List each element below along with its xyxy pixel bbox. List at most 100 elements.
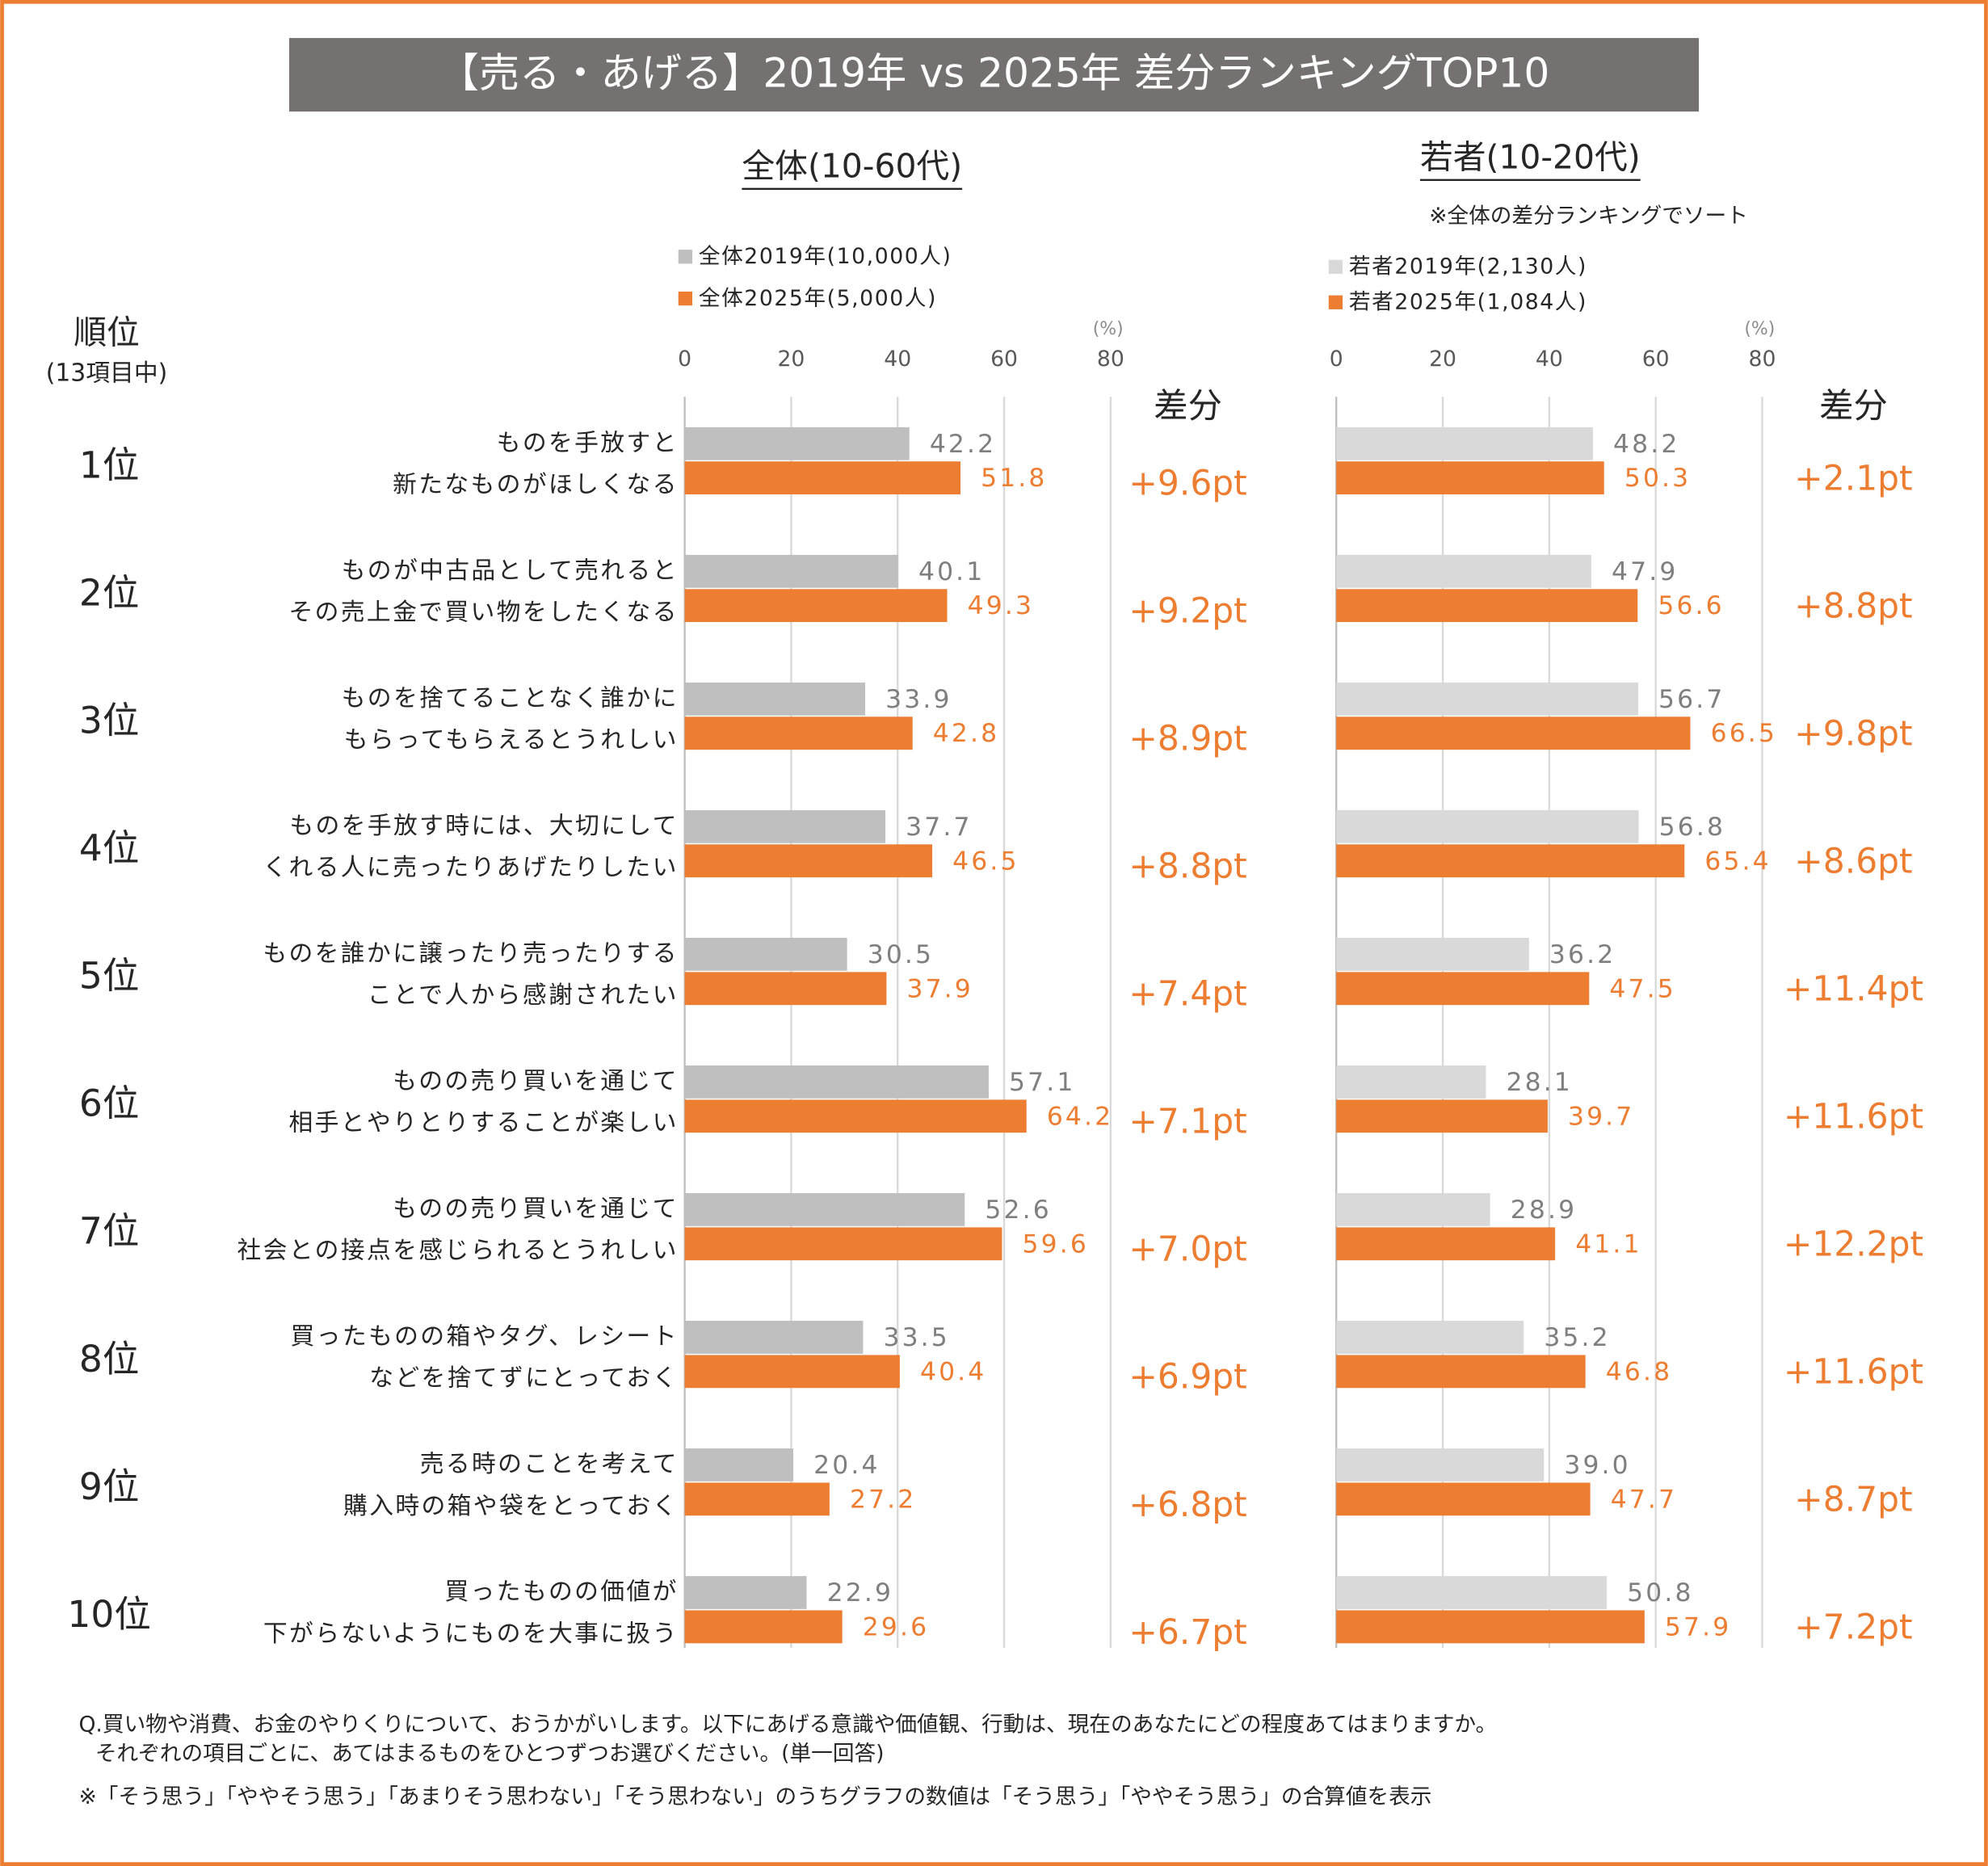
bar — [684, 1610, 843, 1644]
value-label: 56.8 — [1659, 813, 1725, 842]
rank-label: 6位 — [79, 1082, 139, 1125]
diff-label: +9.6pt — [1128, 464, 1246, 503]
rank-label: 7位 — [79, 1210, 139, 1253]
bar — [684, 682, 866, 716]
bar — [684, 1227, 1002, 1261]
bar — [684, 461, 961, 495]
value-label: 57.1 — [1009, 1068, 1075, 1097]
value-label: 50.3 — [1624, 464, 1691, 493]
bar — [684, 809, 886, 843]
category-label: 新たなものがほしくなる — [393, 471, 679, 499]
legend-label: 若者2019年(2,130人) — [1349, 254, 1587, 279]
legend-swatch — [678, 291, 693, 306]
value-label: 56.7 — [1658, 685, 1725, 714]
diff-header: 差分 — [1154, 386, 1222, 426]
legend-swatch — [678, 250, 693, 264]
diff-label: +8.8pt — [1794, 586, 1912, 625]
bar — [684, 1448, 794, 1481]
value-label: 39.7 — [1568, 1102, 1634, 1131]
diff-label: +9.2pt — [1128, 591, 1246, 631]
value-label: 40.1 — [918, 557, 985, 586]
value-label: 28.1 — [1507, 1068, 1573, 1097]
bar — [1336, 461, 1604, 495]
value-label: 37.7 — [906, 813, 972, 842]
diff-label: +7.2pt — [1794, 1608, 1912, 1647]
bar — [684, 972, 887, 1006]
footnote: Q.買い物や消費、お金のやりくりについて、おうかがいします。以下にあげる意識や価… — [78, 1712, 1497, 1737]
diff-label: +11.6pt — [1784, 1096, 1923, 1136]
category-label: もらってもらえるとうれしい — [344, 726, 679, 754]
value-label: 29.6 — [863, 1612, 929, 1641]
rank-label: 1位 — [79, 444, 139, 487]
value-label: 65.4 — [1704, 847, 1771, 876]
rank-label: 5位 — [79, 955, 139, 998]
category-label: などを捨てずにとっておく — [369, 1364, 679, 1393]
axis-unit: (%) — [1093, 319, 1124, 339]
value-label: 20.4 — [813, 1451, 880, 1480]
bar — [1336, 682, 1638, 716]
category-label: ものを誰かに譲ったり売ったりする — [263, 939, 678, 968]
value-label: 47.7 — [1611, 1485, 1677, 1514]
value-label: 57.9 — [1665, 1612, 1731, 1641]
bar — [1336, 427, 1593, 460]
value-label: 28.9 — [1511, 1196, 1577, 1225]
bar — [1336, 844, 1685, 878]
panel-title: 全体(10-60代) — [742, 147, 962, 186]
diff-label: +9.8pt — [1794, 713, 1912, 753]
bar — [684, 1321, 864, 1354]
bar — [1336, 554, 1591, 588]
value-label: 49.3 — [968, 591, 1034, 620]
value-label: 50.8 — [1627, 1578, 1693, 1608]
value-label: 36.2 — [1549, 940, 1616, 969]
diff-label: +6.9pt — [1128, 1357, 1246, 1397]
x-tick-label: 60 — [990, 347, 1018, 372]
category-label: 下がらないようにものを大事に扱う — [263, 1620, 679, 1648]
bar — [1336, 1065, 1486, 1099]
bar — [684, 1576, 807, 1609]
legend-swatch — [1328, 259, 1343, 274]
bar — [1336, 1227, 1556, 1261]
diff-label: +8.7pt — [1794, 1479, 1912, 1519]
value-label: 35.2 — [1544, 1323, 1610, 1352]
value-label: 64.2 — [1047, 1102, 1113, 1131]
rank-label: 4位 — [79, 827, 139, 870]
legend-label: 全体2019年(10,000人) — [699, 244, 952, 269]
value-label: 59.6 — [1023, 1229, 1089, 1259]
category-label: 購入時の箱や袋をとっておく — [343, 1492, 679, 1520]
value-label: 42.2 — [930, 430, 996, 459]
rank-label: 2位 — [79, 572, 139, 615]
x-tick-label: 40 — [884, 347, 911, 372]
category-label: ものを手放すと — [497, 429, 679, 457]
bar — [1336, 717, 1691, 750]
category-label: くれる人に売ったりあげたりしたい — [263, 854, 678, 882]
category-label: 相手とやりとりすることが楽しい — [288, 1109, 678, 1137]
value-label: 33.9 — [885, 685, 952, 714]
diff-label: +12.2pt — [1784, 1224, 1923, 1263]
value-label: 47.9 — [1612, 557, 1678, 586]
value-label: 40.4 — [920, 1357, 986, 1386]
diff-label: +2.1pt — [1794, 458, 1912, 498]
rank-label: 10位 — [67, 1593, 150, 1636]
legend-label: 全体2025年(5,000人) — [699, 286, 937, 311]
value-label: 51.8 — [981, 464, 1047, 493]
category-label: 買ったものの箱やタグ、レシート — [291, 1322, 679, 1351]
value-label: 56.6 — [1658, 591, 1724, 620]
value-label: 42.8 — [933, 719, 999, 748]
bar — [1336, 1610, 1645, 1644]
bar — [684, 1099, 1027, 1133]
diff-label: +8.9pt — [1128, 719, 1246, 759]
value-label: 52.6 — [985, 1196, 1051, 1225]
diff-label: +11.6pt — [1784, 1351, 1923, 1391]
category-label: ものの売り買いを通じて — [393, 1195, 679, 1223]
footnote: それぞれの項目ごとに、あてはまるものをひとつずつお選びください。(単一回答) — [95, 1741, 885, 1766]
rank-subheader: (13項目中) — [46, 359, 168, 387]
bar — [1336, 937, 1529, 971]
bar — [684, 1482, 830, 1516]
bar — [684, 1193, 965, 1226]
category-label: ものを捨てることなく誰かに — [342, 684, 679, 712]
bar — [1336, 809, 1639, 843]
rank-label: 8位 — [79, 1338, 139, 1381]
note: ※全体の差分ランキングでソート — [1429, 204, 1748, 229]
